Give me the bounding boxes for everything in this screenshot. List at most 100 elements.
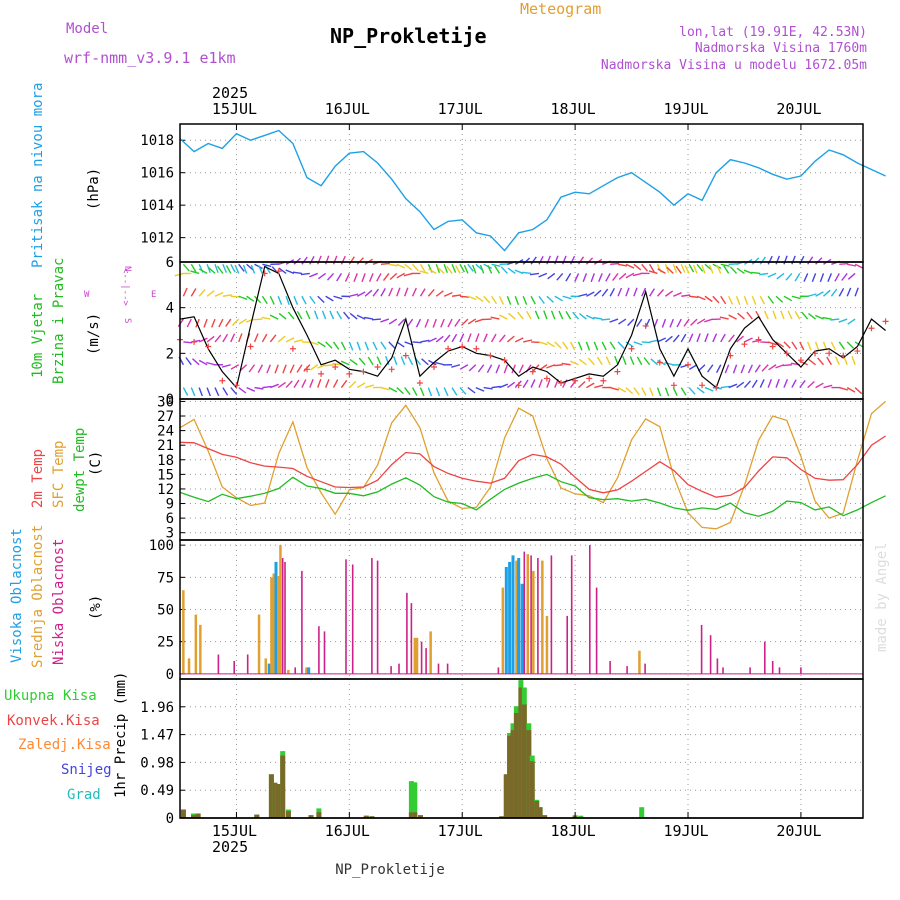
cloud-bar-mid [415, 637, 419, 674]
wind-arrow [325, 341, 333, 349]
wind-arrow [538, 255, 544, 265]
wind-arrow [827, 273, 833, 282]
cloud-bar-high [267, 663, 271, 674]
wind-arrow [432, 318, 437, 328]
precip-conv-bar [316, 812, 322, 818]
wind-arrow [751, 295, 757, 305]
wind-arrow [538, 272, 548, 278]
wind-arrow [358, 357, 366, 366]
temp-ylabel-2: SFC Temp [51, 441, 67, 508]
cloud-bar-high [511, 555, 515, 674]
wind-arrow [794, 311, 801, 320]
pressure-ylabel: Pritisak na nivou mora [30, 83, 46, 268]
footer-station: NP_Prokletije [335, 862, 445, 878]
wind-arrow [578, 293, 588, 297]
wind-arrow [843, 356, 848, 365]
wind-arrow [767, 255, 773, 265]
wind-arrow [724, 364, 730, 374]
ytick-label-temperature: 27 [157, 409, 174, 425]
wind-arrow [570, 360, 579, 366]
cloud-bar-low [570, 555, 573, 674]
wind-arrow [262, 385, 272, 389]
wind-gust-marker [713, 384, 720, 391]
day-label-top: 18JUL [551, 100, 596, 118]
cloud-bar-mid [532, 570, 535, 674]
cloud-bar-low [537, 558, 539, 674]
wind-arrow [578, 358, 587, 366]
wind-arrow [562, 255, 567, 265]
wind-gust-marker [529, 368, 536, 375]
wind-arrow [664, 362, 674, 366]
wind-arrow [419, 288, 426, 297]
cloud-bar-low [764, 641, 766, 674]
sfc-temp-line [179, 400, 887, 530]
wind-arrow [400, 356, 406, 366]
cloud-unit: (%) [88, 595, 104, 620]
wind-arrow [388, 386, 398, 393]
precip-conv-bar [542, 815, 548, 818]
legend-hail: Grad [67, 787, 101, 803]
wind-arrow [751, 379, 758, 388]
wind-arrow [696, 333, 701, 343]
cloud-bar-low [626, 666, 628, 674]
wind-arrow [522, 379, 529, 388]
wind-arrow [483, 386, 493, 390]
wind-arrow [214, 334, 222, 343]
wind-arrow [459, 364, 469, 370]
wind-arrow [254, 386, 264, 390]
wind-arrow [799, 379, 806, 389]
wind-arrow [292, 271, 303, 275]
cloud-bar-low [497, 667, 500, 674]
wind-arrow [612, 272, 619, 282]
wind-arrow [300, 272, 310, 276]
wind-arrow [538, 341, 548, 346]
wind-arrow [649, 288, 655, 297]
wind-arrow [253, 333, 259, 343]
wind-arrow [472, 264, 477, 274]
wind-arrow [791, 341, 798, 350]
wind-key-east: E [151, 290, 156, 300]
wind-arrow [380, 318, 390, 323]
wind-gust-marker [840, 352, 847, 359]
ytick-label-clouds: 0 [166, 667, 174, 683]
cloud-bar-mid [429, 631, 432, 674]
wind-arrow [791, 255, 796, 265]
panel-clouds: 0 25 50 75 100 [149, 538, 863, 683]
wind-arrow [625, 387, 634, 395]
wind-arrow [182, 387, 189, 396]
wind-arrow [278, 267, 287, 274]
wind-gust-marker [360, 368, 367, 375]
wind-arrow [596, 356, 603, 366]
precip-total-bar [639, 807, 645, 818]
page-title: NP_Prokletije [330, 24, 487, 48]
wind-arrow [361, 273, 366, 283]
wind-arrow [530, 272, 540, 276]
wind-arrow [632, 272, 642, 277]
wind-arrow [522, 295, 528, 305]
day-label-bottom: 18JUL [551, 822, 596, 840]
wind-ylabel-1: 10m Vjetar [30, 294, 46, 378]
wind-arrow [522, 271, 532, 275]
wind-key-south: S [122, 318, 132, 323]
wind-arrow [775, 378, 780, 388]
wind-arrow [289, 364, 295, 374]
ytick-label-temperature: 24 [157, 424, 174, 440]
wind-arrow [582, 273, 588, 283]
wind-arrow [435, 361, 445, 366]
wind-arrow [610, 262, 620, 265]
wind-ylabel-2: Brzina i Pravac [51, 258, 67, 384]
wind-arrow [451, 387, 458, 396]
wind-arrow [720, 295, 727, 305]
wind-arrow [543, 310, 548, 320]
cloud-bar-high [520, 583, 524, 674]
precip-total-bar [578, 815, 584, 818]
wind-arrow [760, 341, 770, 344]
wind-arrow [834, 356, 840, 366]
temp-ylabel-3: dewpt Temp [72, 428, 88, 512]
wind-arrow [665, 290, 674, 297]
wind-arrow [185, 357, 192, 366]
wind-gust-marker [741, 341, 748, 348]
wind-arrow [692, 264, 698, 274]
wind-arrow [372, 288, 380, 297]
wind-arrow [198, 387, 203, 397]
